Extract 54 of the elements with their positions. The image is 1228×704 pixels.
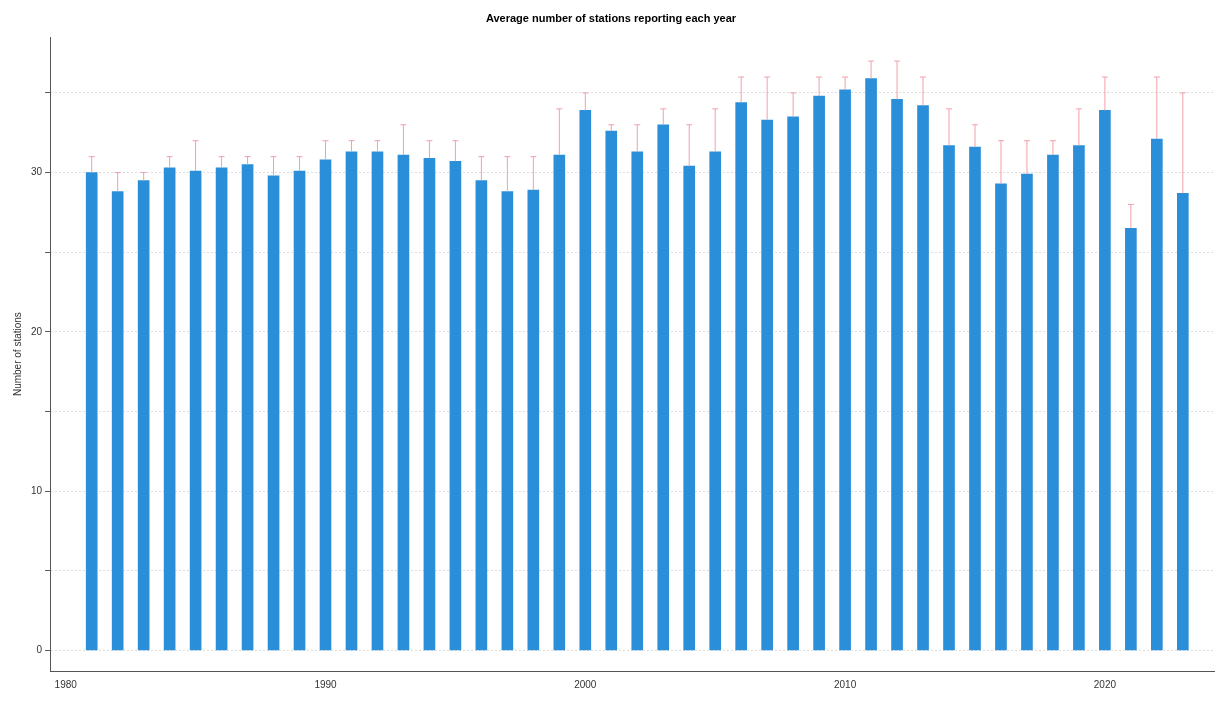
bar	[709, 151, 722, 651]
bar	[241, 164, 254, 651]
bar	[293, 170, 306, 651]
bar	[1125, 227, 1137, 651]
x-tick-label: 1990	[314, 678, 338, 690]
bar	[761, 119, 773, 651]
bar	[1047, 154, 1059, 651]
bar	[683, 165, 696, 651]
y-tick-label: 0	[36, 644, 43, 656]
bar	[397, 154, 410, 651]
bar	[995, 183, 1007, 651]
bar	[657, 124, 670, 651]
y-tick-label: 10	[31, 484, 43, 496]
bar	[527, 189, 540, 651]
bar	[1073, 145, 1085, 651]
bar	[1176, 192, 1189, 651]
bar	[813, 95, 825, 651]
x-tick-label: 2000	[574, 678, 597, 690]
bar	[631, 151, 644, 651]
bar	[839, 89, 851, 651]
bar	[891, 98, 903, 651]
bar	[475, 180, 488, 651]
bar	[137, 180, 150, 651]
bar	[943, 145, 955, 651]
y-tick-label: 20	[31, 325, 43, 337]
bar	[969, 146, 981, 651]
bar	[605, 130, 618, 651]
bar	[865, 78, 877, 651]
bar	[189, 170, 202, 651]
x-tick-label: 2010	[833, 678, 857, 690]
bar	[1021, 173, 1033, 651]
bar	[215, 167, 228, 651]
x-tick-label: 1980	[54, 678, 78, 690]
bar	[917, 105, 929, 651]
bar	[735, 102, 748, 651]
bar	[319, 159, 332, 651]
bar	[267, 175, 280, 651]
bar	[579, 110, 592, 651]
y-axis-title: Number of stations	[11, 312, 23, 397]
bar	[371, 151, 384, 651]
bar	[1099, 110, 1111, 651]
bar	[449, 161, 462, 651]
bar	[553, 154, 566, 651]
bar	[111, 191, 124, 651]
bar	[787, 116, 799, 651]
bar	[501, 191, 514, 651]
bar	[423, 157, 436, 651]
chart-title: Average number of stations reporting each year	[485, 11, 737, 24]
bar	[345, 151, 358, 651]
bar	[1151, 138, 1163, 651]
bar	[85, 172, 98, 651]
y-tick-label: 30	[31, 166, 43, 178]
bar	[163, 167, 176, 651]
x-tick-label: 2020	[1093, 678, 1117, 690]
